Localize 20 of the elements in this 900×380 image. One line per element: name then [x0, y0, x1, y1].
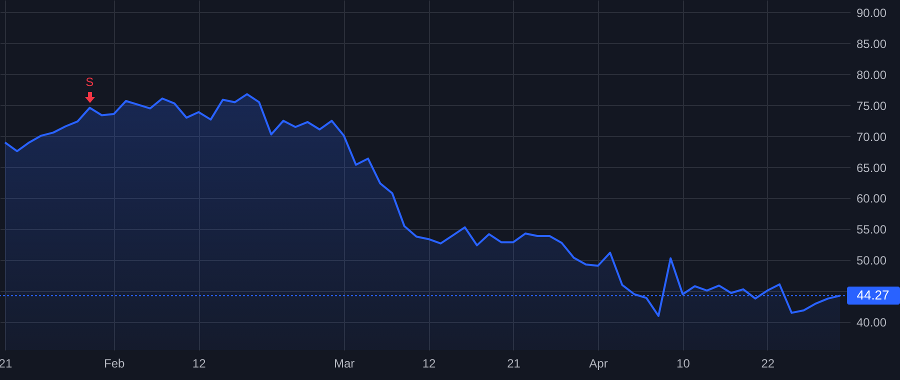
y-tick-label: 85.00	[856, 36, 887, 51]
x-tick-label: 21	[507, 356, 521, 370]
x-tick-label: Feb	[104, 356, 126, 370]
y-tick-label: 65.00	[856, 160, 887, 175]
x-tick-label: 12	[192, 356, 206, 370]
x-tick-label: 22	[761, 356, 775, 370]
y-tick-label: 60.00	[856, 192, 887, 206]
x-tick-label: 12	[422, 356, 436, 370]
y-tick-label: 80.00	[856, 68, 887, 82]
annotation: S	[86, 74, 94, 89]
ref-line-label: 44.27	[856, 288, 890, 303]
x-tick-label: Apr	[589, 356, 608, 370]
y-tick-label: 70.00	[856, 130, 887, 144]
x-tick-label: 10	[676, 356, 690, 370]
y-tick-label: 75.00	[856, 98, 887, 113]
y-tick-label: 90.00	[856, 6, 887, 20]
y-tick-label: 40.00	[856, 316, 887, 330]
y-tick-label: 50.00	[856, 254, 887, 268]
x-tick-label: Mar	[334, 356, 355, 370]
y-tick-label: 55.00	[856, 222, 887, 237]
